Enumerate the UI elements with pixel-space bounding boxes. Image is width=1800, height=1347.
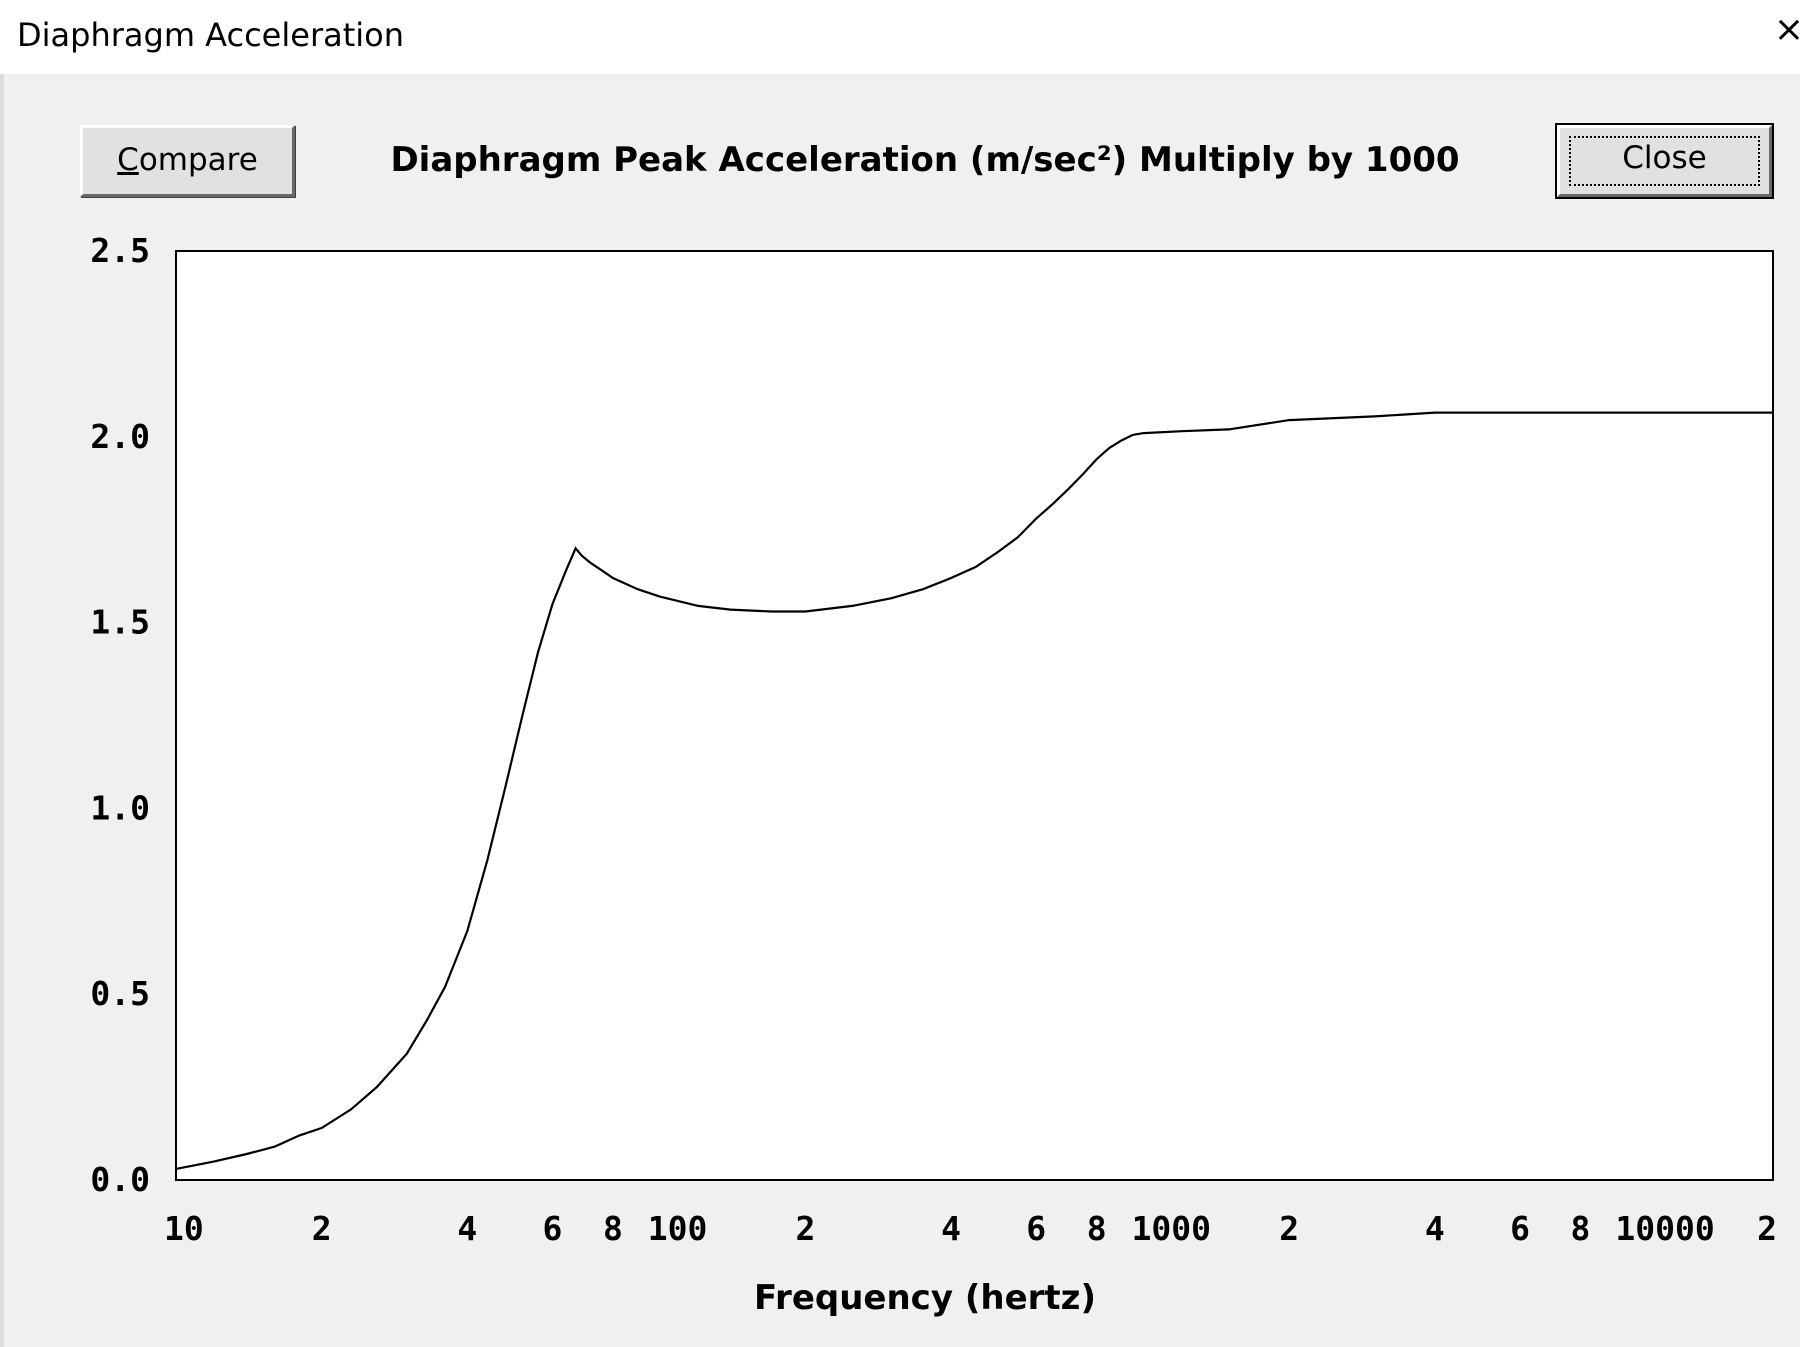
window-edge: [0, 74, 4, 1347]
x-tick-label: 6: [1510, 1209, 1530, 1248]
plot-frame: [175, 250, 1774, 1181]
chart-title: Diaphragm Peak Acceleration (m/sec²) Mul…: [390, 140, 1460, 180]
title-bar: Diaphragm Acceleration ×: [0, 0, 1800, 74]
focus-rectangle: [1569, 136, 1760, 186]
close-label: Close: [1622, 140, 1707, 176]
x-tick-label: 4: [941, 1209, 961, 1248]
y-tick-label: 0.5: [90, 974, 150, 1013]
x-tick-label: 6: [1026, 1209, 1046, 1248]
x-tick-labels: 10 2 4 6 8 100 2 4 6 8 1000 2 4 6 8 10000 2: [164, 1209, 1777, 1248]
x-tick-label: 2: [795, 1209, 815, 1248]
x-tick-label: 8: [1087, 1209, 1107, 1248]
y-tick-label: 2.0: [90, 417, 150, 456]
x-tick-label: 100: [648, 1209, 708, 1248]
compare-button[interactable]: Compare: [80, 125, 295, 197]
x-tick-label: 8: [603, 1209, 623, 1248]
window-title: Diaphragm Acceleration: [17, 16, 404, 54]
y-tick-label: 2.5: [90, 231, 150, 270]
y-tick-labels: 0.0 0.5 1.0 1.5 2.0 2.5: [90, 231, 150, 1199]
x-tick-label: 4: [457, 1209, 477, 1248]
x-tick-label: 8: [1571, 1209, 1591, 1248]
x-tick-label: 2: [312, 1209, 332, 1248]
compare-label: ompare: [138, 142, 258, 178]
y-tick-label: 0.0: [90, 1160, 150, 1199]
x-tick-label: 10000: [1615, 1209, 1714, 1248]
x-tick-label: 10: [164, 1209, 204, 1248]
y-tick-label: 1.0: [90, 788, 150, 827]
x-tick-label: 2: [1279, 1209, 1299, 1248]
x-tick-label: 1000: [1132, 1209, 1211, 1248]
window-close-icon[interactable]: ×: [1773, 9, 1800, 50]
close-button[interactable]: Close: [1555, 123, 1774, 199]
x-tick-label: 4: [1425, 1209, 1445, 1248]
acceleration-line: [175, 411, 1773, 1170]
y-tick-label: 1.5: [90, 603, 150, 642]
x-axis-label: Frequency (hertz): [754, 1278, 1096, 1318]
x-tick-label: 2: [1757, 1209, 1777, 1248]
compare-mnemonic: C: [117, 142, 139, 178]
x-tick-label: 6: [543, 1209, 563, 1248]
